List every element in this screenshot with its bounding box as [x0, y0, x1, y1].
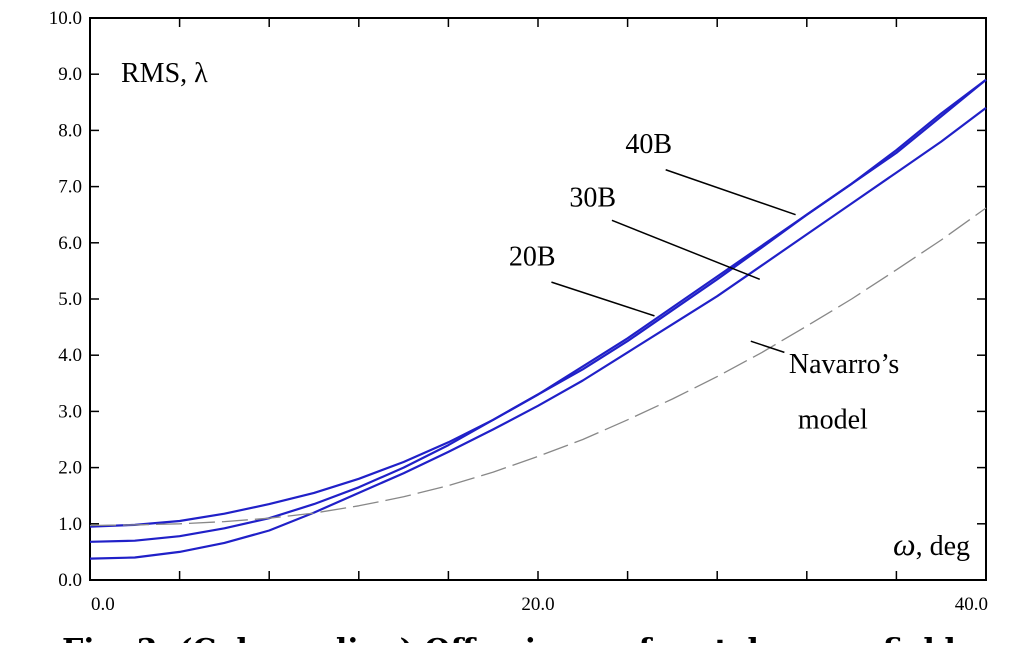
annotation-label: 30B — [569, 182, 616, 213]
series-line-30b — [89, 78, 987, 543]
annotation-leader-line — [665, 169, 796, 216]
y-tick-label: 6.0 — [58, 233, 82, 254]
annotation-leader-line — [750, 340, 785, 354]
x-axis-unit: , deg — [916, 531, 970, 562]
annotation-label: model — [798, 404, 868, 435]
x-tick-label: 0.0 — [91, 594, 115, 615]
series-line-20b — [89, 78, 987, 528]
y-tick-label: 3.0 — [58, 401, 82, 422]
figure-caption: Fig. 3. (Color online) Off-axis rms for … — [62, 633, 956, 643]
ticks: 0.0 1.0 2.0 3.0 4.0 5.0 6.0 7.0 8.0 9.0 10.0 0.0 20.… — [49, 8, 988, 615]
x-axis-label: ω, deg — [893, 526, 970, 562]
x-axis-symbol: ω — [893, 526, 916, 562]
x-tick-label: 40.0 — [955, 594, 988, 615]
y-tick-label: 1.0 — [58, 514, 82, 535]
annotation-leader-line — [551, 281, 655, 317]
series-line-40b — [89, 107, 987, 560]
annotation-label: Navarro’s — [789, 349, 899, 380]
annotation-label: 20B — [509, 241, 556, 272]
annotation-label: 40B — [625, 129, 672, 160]
y-axis-label: RMS, λ — [121, 58, 208, 89]
annotation-leader-line — [611, 219, 761, 281]
y-tick-label: 0.0 — [58, 570, 82, 591]
y-tick-label: 8.0 — [58, 120, 82, 141]
y-tick-label: 7.0 — [58, 177, 82, 198]
y-tick-label: 5.0 — [58, 289, 82, 310]
y-tick-label: 10.0 — [49, 8, 82, 29]
y-tick-label: 4.0 — [58, 345, 82, 366]
y-tick-label: 2.0 — [58, 458, 82, 479]
x-tick-label: 20.0 — [521, 594, 554, 615]
y-tick-label: 9.0 — [58, 64, 82, 85]
series-lines — [89, 78, 987, 560]
annotations: 40B 30B 20B Navarro’s model — [509, 129, 899, 435]
series-line-navarro-s-model — [89, 207, 987, 527]
